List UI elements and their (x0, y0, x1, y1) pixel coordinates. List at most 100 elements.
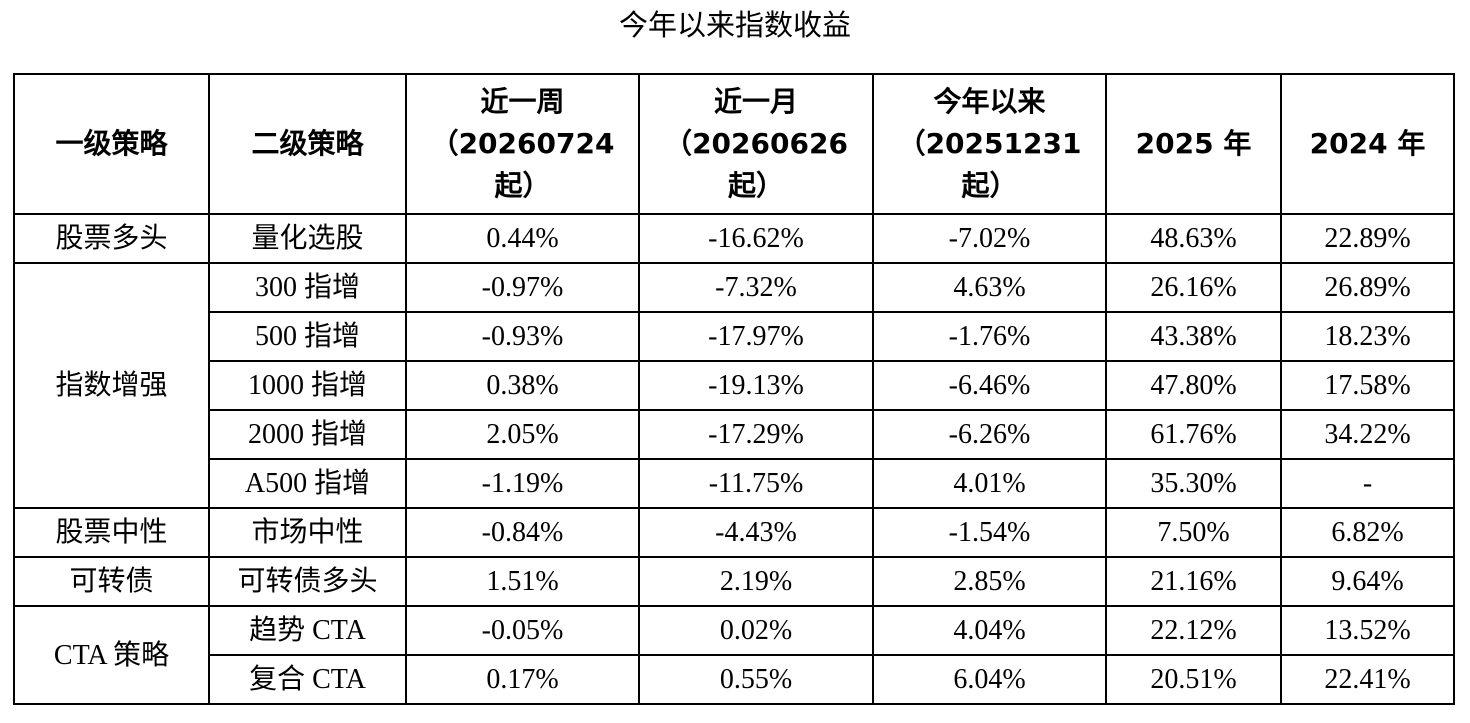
return-cell: -0.05% (405, 605, 640, 656)
table-head: 一级策略 二级策略 近一周 （20260724 起） 近一月 （20260626 起） 今年以来… (13, 73, 1455, 215)
return-cell: 18.23% (1280, 311, 1455, 362)
return-cell: 4.04% (872, 605, 1107, 656)
header-text: （20260626 (664, 127, 848, 160)
return-cell: 0.55% (638, 654, 874, 705)
data-row: 2000 指增 2.05% -17.29% -6.26% 61.76% 34.22% (14, 409, 1455, 460)
data-row: 股票中性 市场中性 -0.84% -4.43% -1.54% 7.50% 6.82% (13, 507, 1455, 558)
return-cell: 4.01% (872, 458, 1107, 509)
return-cell: 6.82% (1280, 507, 1455, 558)
return-cell: 2.05% (405, 409, 640, 460)
return-cell: - (1280, 458, 1455, 509)
return-cell: 43.38% (1105, 311, 1282, 362)
header-cell: 2024 年 (1280, 73, 1455, 215)
header-text: 二级策略 (251, 127, 364, 160)
return-cell: 7.50% (1105, 507, 1282, 558)
secondary-strategy: 2000 指增 (208, 409, 407, 460)
return-cell: -17.97% (638, 311, 874, 362)
return-cell: 13.52% (1280, 605, 1455, 656)
data-row: 指数增强 300 指增 -0.97% -7.32% 4.63% 26.16% 26.89% (13, 262, 1455, 509)
return-cell: 2.19% (638, 556, 874, 607)
data-row: 可转债 可转债多头 1.51% 2.19% 2.85% 21.16% 9.64% (13, 556, 1455, 607)
primary-strategy: 可转债 (13, 556, 210, 607)
primary-strategy: 指数增强 (13, 262, 210, 509)
return-cell: 17.58% (1280, 360, 1455, 411)
return-cell: -17.29% (638, 409, 874, 460)
return-cell: -6.46% (872, 360, 1107, 411)
header-cell: 今年以来 （20251231 起） (872, 73, 1107, 215)
header-cell: 二级策略 (208, 73, 407, 215)
header-text: 起） (494, 169, 551, 202)
return-cell: 26.16% (1105, 262, 1282, 313)
table-title: 今年以来指数收益 (618, 10, 851, 42)
secondary-strategy: 量化选股 (208, 213, 407, 264)
secondary-strategy: 趋势 CTA (208, 605, 407, 656)
return-cell: 2.85% (872, 556, 1107, 607)
return-cell: 21.16% (1105, 556, 1282, 607)
header-text: 今年以来 (933, 85, 1046, 118)
header-text: （20251231 (897, 127, 1082, 160)
secondary-strategy: 市场中性 (208, 507, 407, 558)
table-body: 股票多头 量化选股 0.44% -16.62% -7.02% 48.63% 22.89% 指数… (13, 213, 1455, 705)
return-cell: -0.93% (405, 311, 640, 362)
header-row: 一级策略 二级策略 近一周 （20260724 起） 近一月 （20260626 起） 今年以来… (13, 73, 1455, 215)
return-cell: 61.76% (1105, 409, 1282, 460)
data-row: CTA 策略 趋势 CTA -0.05% 0.02% 4.04% 22.12% 13.52% (13, 605, 1455, 705)
return-cell: -7.02% (872, 213, 1107, 264)
return-cell: 1.51% (405, 556, 640, 607)
primary-strategy: CTA 策略 (13, 605, 210, 705)
primary-strategy: 股票多头 (13, 213, 210, 264)
return-cell: -16.62% (638, 213, 874, 264)
header-cell: 一级策略 (13, 73, 210, 215)
data-row: 1000 指增 0.38% -19.13% -6.46% 47.80% 17.58% (14, 360, 1455, 411)
return-cell: 22.89% (1280, 213, 1455, 264)
return-cell: 22.12% (1105, 605, 1282, 656)
data-row: 复合 CTA 0.17% 0.55% 6.04% 20.51% 22.41% (14, 654, 1455, 705)
return-cell: -1.54% (872, 507, 1107, 558)
return-cell: -11.75% (638, 458, 874, 509)
header-text: 起） (961, 169, 1018, 202)
return-cell: 0.38% (405, 360, 640, 411)
return-cell: 9.64% (1280, 556, 1455, 607)
secondary-strategy: 复合 CTA (208, 654, 407, 705)
data-row: A500 指增 -1.19% -11.75% 4.01% 35.30% - (14, 458, 1455, 509)
secondary-strategy: 300 指增 (208, 262, 407, 313)
return-cell: 4.63% (872, 262, 1107, 313)
header-cell: 2025 年 (1105, 73, 1282, 215)
return-cell: 0.02% (638, 605, 874, 656)
return-cell: 47.80% (1105, 360, 1282, 411)
secondary-strategy: A500 指增 (208, 458, 407, 509)
return-cell: 20.51% (1105, 654, 1282, 705)
header-text: （20260724 (430, 127, 615, 160)
return-cell: -1.19% (405, 458, 640, 509)
return-cell: -4.43% (638, 507, 874, 558)
primary-strategy: 股票中性 (13, 507, 210, 558)
return-cell: -0.97% (405, 262, 640, 313)
return-cell: 22.41% (1280, 654, 1455, 705)
return-cell: -0.84% (405, 507, 640, 558)
return-cell: 0.44% (405, 213, 640, 264)
return-cell: -1.76% (872, 311, 1107, 362)
return-cell: 26.89% (1280, 262, 1455, 313)
data-row: 股票多头 量化选股 0.44% -16.62% -7.02% 48.63% 22.89% (13, 213, 1455, 264)
returns-table: 一级策略 二级策略 近一周 （20260724 起） 近一月 （20260626 起） 今年以来… (13, 73, 1455, 705)
header-text: 近一月 (713, 85, 798, 118)
return-cell: 48.63% (1105, 213, 1282, 264)
header-cell: 近一月 （20260626 起） (638, 73, 874, 215)
return-cell: 35.30% (1105, 458, 1282, 509)
header-text: 2025 年 (1135, 127, 1252, 160)
return-cell: 6.04% (872, 654, 1107, 705)
secondary-strategy: 可转债多头 (208, 556, 407, 607)
header-text: 2024 年 (1309, 127, 1426, 160)
header-cell: 近一周 （20260724 起） (405, 73, 640, 215)
return-cell: -6.26% (872, 409, 1107, 460)
secondary-strategy: 500 指增 (208, 311, 407, 362)
header-text: 起） (727, 169, 784, 202)
data-row: 500 指增 -0.93% -17.97% -1.76% 43.38% 18.23% (14, 311, 1455, 362)
header-text: 一级策略 (55, 127, 168, 160)
header-text: 近一周 (480, 85, 565, 118)
secondary-strategy: 1000 指增 (208, 360, 407, 411)
return-cell: -19.13% (638, 360, 874, 411)
return-cell: -7.32% (638, 262, 874, 313)
return-cell: 34.22% (1280, 409, 1455, 460)
